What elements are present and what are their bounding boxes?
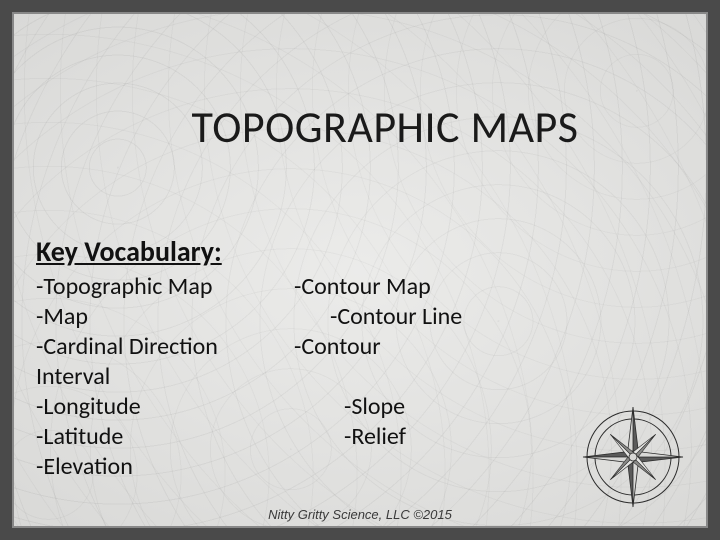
vocab-term: -Longitude [36,392,294,422]
vocab-term: -Topographic Map [36,272,294,302]
vocab-term: -Elevation [36,452,294,482]
slide-outer-frame: TOPOGRAPHIC MAPS Key Vocabulary: -Topogr… [0,0,720,540]
vocab-term: -Cardinal Direction [36,332,294,362]
vocab-term: -Contour [294,332,596,362]
vocab-term: -Contour Line [294,302,596,332]
vocab-term-continuation: Interval [36,362,596,392]
slide-inner-frame: TOPOGRAPHIC MAPS Key Vocabulary: -Topogr… [12,12,708,528]
vocab-term: -Slope [294,392,596,422]
key-vocabulary-heading: Key Vocabulary: [36,234,222,269]
vocab-term: -Map [36,302,294,332]
vocab-term [294,452,596,482]
footer-copyright: Nitty Gritty Science, LLC ©2015 [14,507,706,522]
compass-rose-icon [578,402,688,512]
slide-title: TOPOGRAPHIC MAPS [14,100,706,154]
vocabulary-grid: -Topographic Map -Contour Map -Map -Cont… [36,272,596,482]
vocab-term: -Contour Map [294,272,596,302]
vocab-term: -Latitude [36,422,294,452]
vocab-term: -Relief [294,422,596,452]
